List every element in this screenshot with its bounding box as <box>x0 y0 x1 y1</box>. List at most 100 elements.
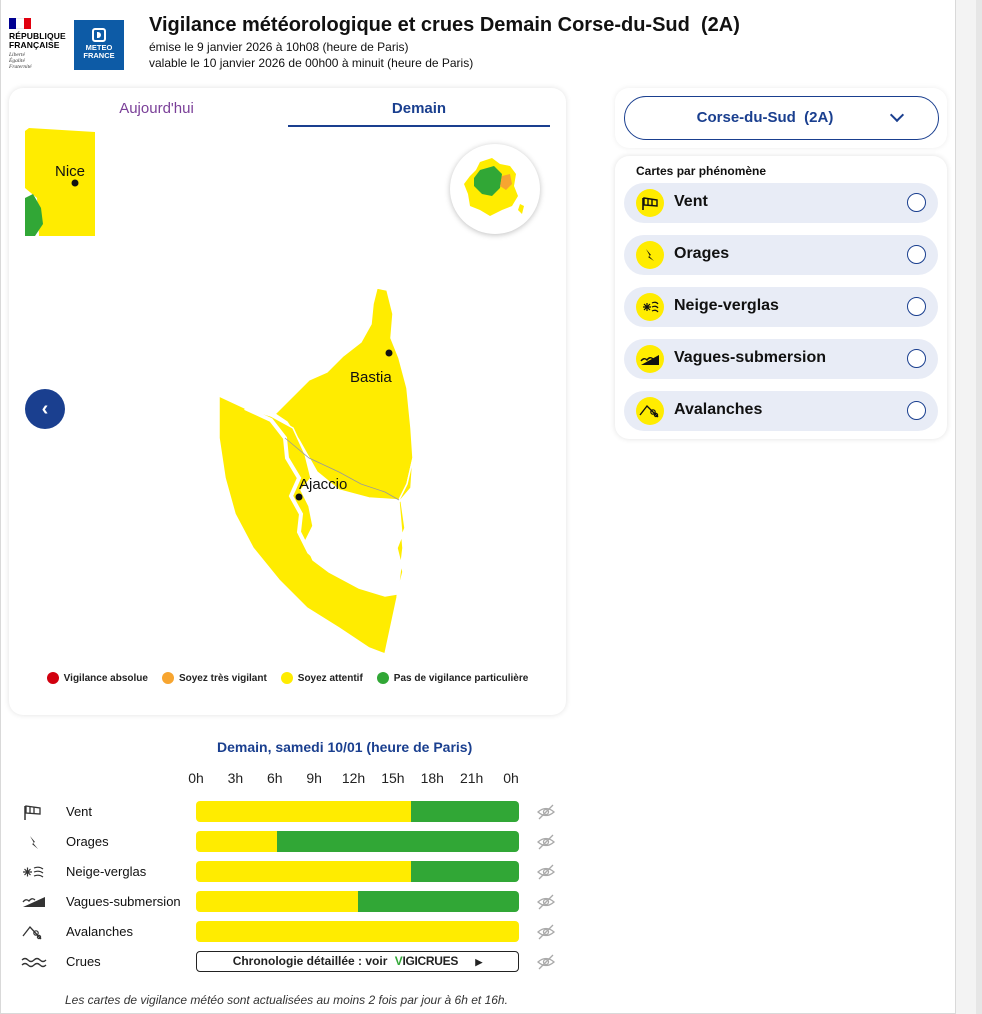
flood-icon <box>21 957 47 968</box>
timeline-row-orages: Orages <box>1 831 561 853</box>
timeline-hour-label: 15h <box>381 770 405 786</box>
tab-tomorrow[interactable]: Demain <box>288 100 550 127</box>
timeline-title: Demain, samedi 10/01 (heure de Paris) <box>217 739 473 755</box>
wind-icon <box>636 189 664 217</box>
timeline-hour-label: 0h <box>503 770 519 786</box>
rf-line-1: RÉPUBLIQUE <box>9 31 66 41</box>
timeline-row-neige-verglas: Neige-verglas <box>1 861 561 883</box>
timeline-row-crues: Crues Chronologie détaillée : voir VIGIC… <box>1 951 561 973</box>
mf-line-2: FRANCE <box>83 51 115 60</box>
validity-date: valable le 10 janvier 2026 de 00h00 à mi… <box>149 56 474 70</box>
motto-1: Liberté <box>9 52 25 58</box>
timeline-segment-yellow <box>196 861 412 882</box>
waves-icon <box>22 897 45 907</box>
vigicrues-button-label: Chronologie détaillée : voir <box>232 954 388 968</box>
timeline-bar[interactable] <box>196 921 519 942</box>
timeline-bar[interactable] <box>196 891 519 912</box>
avalanche-icon <box>636 397 664 425</box>
vigicrues-logo-v: V <box>394 954 403 968</box>
timeline-bar[interactable] <box>196 861 519 882</box>
legend-item-orange: Soyez très vigilant <box>161 672 267 684</box>
timeline-segment-green <box>357 891 519 912</box>
timeline-row-vagues-submersion: Vagues-submersion <box>1 891 561 913</box>
republique-francaise-logo: RÉPUBLIQUE FRANÇAISE Liberté Égalité Fra… <box>9 18 69 70</box>
phenomenon-radio[interactable] <box>907 349 926 368</box>
legend-item-yellow: Soyez attentif <box>280 672 363 684</box>
phenomenon-radio[interactable] <box>907 193 926 212</box>
header: RÉPUBLIQUE FRANÇAISE Liberté Égalité Fra… <box>1 0 957 80</box>
ajaccio-marker <box>295 493 303 501</box>
snow-ice-icon <box>636 293 664 321</box>
phenomena-card: Cartes par phénomène Vent Orages Neige-v… <box>615 156 947 439</box>
phenomenon-label: Vagues-submersion <box>674 349 827 366</box>
timeline-segment-green <box>411 801 519 822</box>
eye-off-icon[interactable] <box>536 952 556 972</box>
timeline-segment-green <box>276 831 519 852</box>
map-legend: Vigilance absolue Soyez très vigilant So… <box>9 672 566 684</box>
scrollbar[interactable] <box>976 0 982 1014</box>
french-flag-icon <box>9 18 31 29</box>
meteo-france-logo[interactable]: METEO FRANCE <box>74 20 124 70</box>
eye-off-icon[interactable] <box>536 892 556 912</box>
map-card: Aujourd'hui Demain Nice Bastia Ajaccio <box>9 88 566 715</box>
play-arrow-icon: ▶ <box>475 957 483 967</box>
france-map-icon <box>464 158 524 216</box>
map-coast-line <box>244 406 382 592</box>
legend-label: Soyez attentif <box>297 672 363 684</box>
timeline-row-vent: Vent <box>1 801 561 823</box>
timeline-hour-label: 21h <box>459 770 484 786</box>
timeline-hour-label: 9h <box>306 770 322 786</box>
timeline-hour-label: 6h <box>266 770 283 786</box>
timeline-label: Crues <box>66 954 101 969</box>
phenomena-title: Cartes par phénomène <box>636 164 767 178</box>
wind-icon <box>24 805 41 820</box>
timeline-label: Orages <box>66 834 109 849</box>
legend-label: Pas de vigilance particulière <box>393 672 529 684</box>
timeline-bar[interactable] <box>196 831 519 852</box>
tab-today[interactable]: Aujourd'hui <box>119 100 194 117</box>
map-dept-border <box>284 437 400 501</box>
france-overview-thumbnail[interactable] <box>450 144 540 234</box>
vigicrues-logo: VIGICRUES <box>394 954 459 968</box>
bastia-marker <box>385 349 393 357</box>
department-select[interactable]: Corse-du-Sud (2A) <box>624 96 939 140</box>
phenomenon-label: Orages <box>674 245 730 262</box>
city-nice: Nice <box>55 163 85 180</box>
eye-off-icon[interactable] <box>536 802 556 822</box>
legend-dot-orange <box>161 672 174 684</box>
waves-icon <box>636 345 664 373</box>
vigilance-map[interactable]: Nice Bastia Ajaccio <box>9 128 566 668</box>
phenomenon-radio[interactable] <box>907 297 926 316</box>
nice-marker <box>71 179 79 187</box>
legend-dot-red <box>46 672 59 684</box>
motto-3: Fraternité <box>9 64 32 70</box>
timeline-segment-yellow <box>196 921 519 942</box>
timeline-hour-label: 3h <box>227 770 244 786</box>
timeline-label: Avalanches <box>66 924 133 939</box>
department-select-value: Corse-du-Sud (2A) <box>696 109 834 126</box>
timeline-label: Vent <box>66 804 93 819</box>
timeline-bar[interactable] <box>196 801 519 822</box>
vigicrues-link-button[interactable]: Chronologie détaillée : voir VIGICRUES ▶ <box>196 951 519 972</box>
legend-item-green: Pas de vigilance particulière <box>376 672 529 684</box>
legend-dot-yellow <box>280 672 293 684</box>
timeline-label: Vagues-submersion <box>66 894 181 909</box>
avalanche-icon <box>22 925 42 940</box>
timeline-row-avalanches: Avalanches <box>1 921 561 943</box>
phenomenon-item-orages[interactable]: Orages <box>624 235 938 275</box>
phenomenon-item-avalanches[interactable]: Avalanches <box>624 391 938 431</box>
phenomenon-item-vent[interactable]: Vent <box>624 183 938 223</box>
phenomenon-radio[interactable] <box>907 401 926 420</box>
phenomenon-radio[interactable] <box>907 245 926 264</box>
eye-off-icon[interactable] <box>536 862 556 882</box>
phenomenon-item-neige-verglas[interactable]: Neige-verglas <box>624 287 938 327</box>
timeline-segment-yellow <box>196 831 277 852</box>
previous-map-button[interactable]: ‹ <box>25 389 65 429</box>
eye-off-icon[interactable] <box>536 922 556 942</box>
timeline-hour-label: 18h <box>420 770 444 786</box>
legend-label: Soyez très vigilant <box>178 672 267 684</box>
map-haute-corse <box>273 287 414 501</box>
phenomenon-item-vagues-submersion[interactable]: Vagues-submersion <box>624 339 938 379</box>
eye-off-icon[interactable] <box>536 832 556 852</box>
rf-line-2: FRANÇAISE <box>9 40 60 50</box>
